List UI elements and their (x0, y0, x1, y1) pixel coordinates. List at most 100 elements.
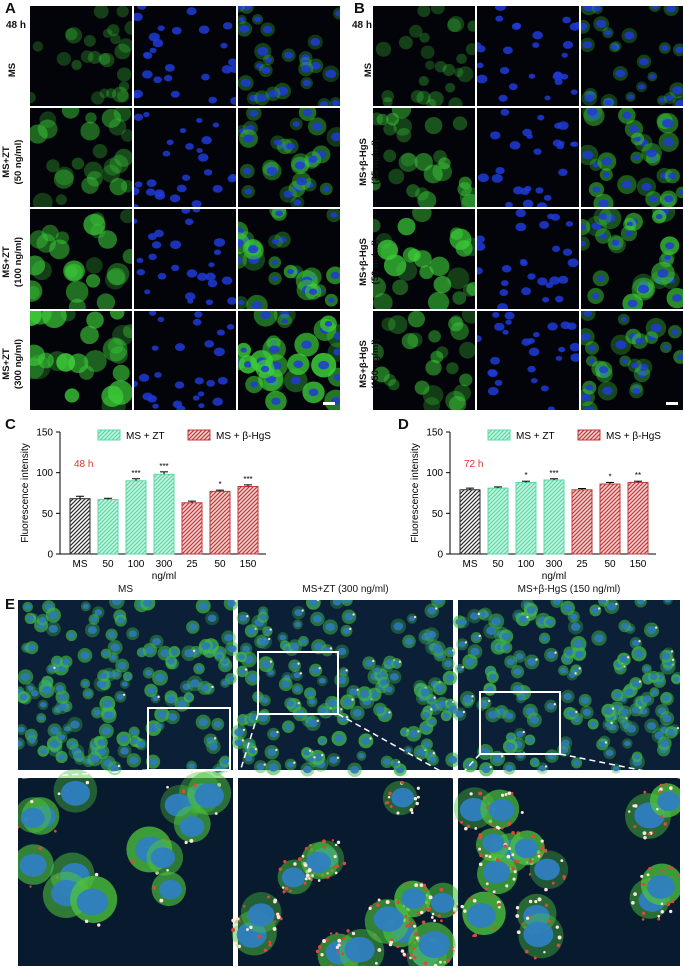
panel-a-row-label-zt300: MS+ZT (300 ng/ml) (1, 329, 25, 399)
panel-b-tile-r0-c1-texture (477, 6, 579, 106)
panel-b-tile-r1-c0 (373, 108, 475, 208)
panel-a-row-label-zt50: MS+ZT (50 ng/ml) (1, 127, 25, 197)
bar-6 (628, 482, 648, 554)
category-label-3: 300 (546, 559, 563, 570)
panel-a-tile-r2-c0-texture (30, 209, 132, 309)
category-label-5: 50 (214, 559, 226, 570)
bar-4 (572, 490, 592, 554)
x-axis-label: ng/ml (542, 571, 566, 582)
category-label-6: 150 (630, 559, 647, 570)
panel-e-title-ms: MS (18, 584, 233, 595)
time-label: 48 h (74, 459, 93, 470)
panel-b-tile-r3-c0-texture (373, 311, 475, 411)
panel-b-tile-r2-c1 (477, 209, 579, 309)
panel-e-images (18, 600, 680, 966)
panel-e-top-image-1 (231, 600, 460, 777)
category-label-3: 300 (156, 559, 173, 570)
significance-5: * (608, 472, 611, 481)
panel-b-letter: B (354, 0, 365, 17)
panel-b-time-label: 48 h (352, 20, 372, 31)
y-tick-label: 50 (432, 509, 444, 520)
panel-a-tile-r0-c2 (238, 6, 340, 106)
panel-b-tile-r2-c1-texture (477, 209, 579, 309)
panel-a-tile-r1-c0 (30, 108, 132, 208)
legend-label-hgs: MS + β-HgS (216, 431, 271, 442)
bar-2 (126, 481, 146, 554)
panel-a-tile-r3-c0 (30, 311, 132, 411)
panel-a-time-label: 48 h (6, 20, 26, 31)
panel-a-row-label-ms: MS (7, 35, 19, 105)
panel-b-tile-r2-c2-texture (581, 209, 683, 309)
scale-bar (323, 402, 335, 405)
panel-b-row-label-hgs150: MS+β-HgS (150 ng/ml) (358, 324, 382, 404)
legend-swatch-hgs (188, 430, 210, 440)
category-label-4: 25 (186, 559, 198, 570)
bar-0 (70, 499, 90, 554)
legend-label-hgs: MS + β-HgS (606, 431, 661, 442)
bar-3 (154, 474, 174, 554)
category-label-5: 50 (604, 559, 616, 570)
panel-e-title-zt: MS+ZT (300 ng/ml) (238, 584, 453, 595)
legend-label-zt: MS + ZT (126, 431, 165, 442)
panel-b-tile-r1-c2-texture (581, 108, 683, 208)
panel-a-letter: A (5, 0, 16, 17)
panel-e-title-hgs: MS+β-HgS (150 ng/ml) (458, 584, 680, 595)
significance-3: *** (549, 469, 558, 478)
panel-b-tile-r3-c2-texture (581, 311, 683, 411)
significance-2: * (524, 471, 527, 480)
panel-b-image-grid (373, 6, 683, 410)
panel-a-image-grid (30, 6, 340, 410)
significance-6: ** (635, 471, 641, 480)
significance-3: *** (159, 462, 168, 471)
panel-a-tile-r0-c0 (30, 6, 132, 106)
y-axis-label: Fluorescence intensity (410, 443, 421, 543)
category-label-1: 50 (492, 559, 504, 570)
panel-b-row-label-hgs50: MS+β-HgS (50 ng/ml) (358, 222, 382, 302)
panel-a-tile-r1-c1 (134, 108, 236, 208)
y-tick-label: 150 (36, 428, 53, 439)
panel-a-tile-r3-c1 (134, 311, 236, 411)
legend-label-zt: MS + ZT (516, 431, 555, 442)
bar-0 (460, 490, 480, 554)
legend-swatch-zt (488, 430, 510, 440)
y-tick-label: 100 (426, 468, 443, 479)
panel-b-tile-r2-c2 (581, 209, 683, 309)
panel-b-tile-r0-c2-texture (581, 6, 683, 106)
y-tick-label: 0 (47, 550, 53, 561)
category-label-6: 150 (240, 559, 257, 570)
panel-e-zoom-image-0 (18, 769, 233, 966)
y-tick-label: 0 (437, 550, 443, 561)
bar-1 (98, 500, 118, 554)
panel-a-tile-r1-c0-texture (30, 108, 132, 208)
legend-swatch-hgs (578, 430, 600, 440)
x-axis-label: ng/ml (152, 571, 176, 582)
panel-e-top-image-0 (18, 600, 239, 776)
category-label-2: 100 (128, 559, 145, 570)
significance-5: * (218, 480, 221, 489)
panel-a-tile-r0-c0-texture (30, 6, 132, 106)
scale-bar (666, 402, 678, 405)
panel-e-zoom-image-2 (454, 778, 680, 966)
panel-b-row-label-ms: MS (363, 35, 375, 105)
panel-b-tile-r0-c2 (581, 6, 683, 106)
bar-6 (238, 486, 258, 554)
y-tick-label: 100 (36, 468, 53, 479)
y-axis-label: Fluorescence intensity (20, 443, 31, 543)
panel-b-tile-r0-c0 (373, 6, 475, 106)
panel-b-tile-r3-c0 (373, 311, 475, 411)
panel-a-tile-r2-c2 (238, 209, 340, 309)
panel-e-composite (18, 600, 680, 966)
panel-a-tile-r3-c2 (238, 311, 340, 411)
y-tick-label: 150 (426, 428, 443, 439)
panel-b-tile-r1-c1 (477, 108, 579, 208)
panel-a-tile-r1-c2-texture (238, 108, 340, 208)
panel-a-row-label-zt100: MS+ZT (100 ng/ml) (1, 227, 25, 297)
panel-a-tile-r3-c0-texture (30, 311, 132, 411)
panel-a-tile-r2-c0 (30, 209, 132, 309)
zoom-line-right-0 (230, 770, 233, 778)
panel-a-tile-r0-c1 (134, 6, 236, 106)
panel-a-tile-r1-c1-texture (134, 108, 236, 208)
panel-a-tile-r2-c1-texture (134, 209, 236, 309)
